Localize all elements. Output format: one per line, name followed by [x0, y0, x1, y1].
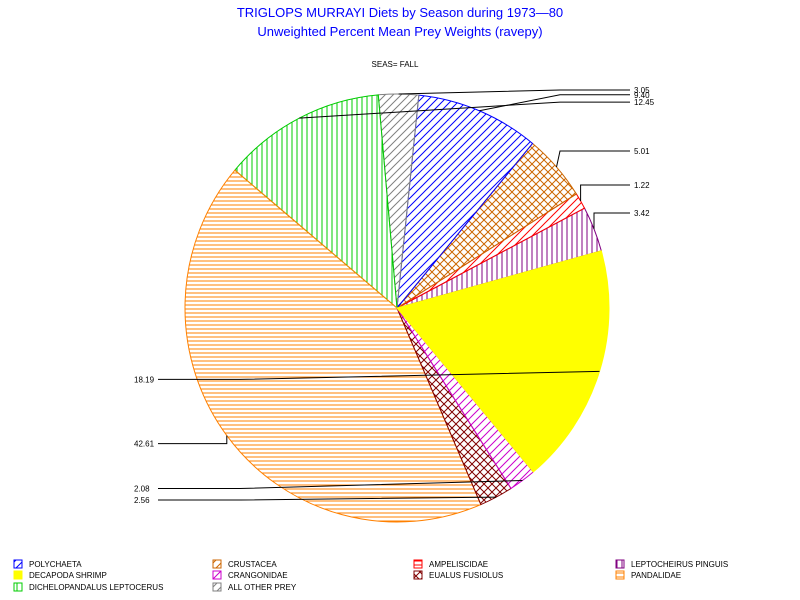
- leader-line-all-other-prey: [398, 89, 630, 95]
- data-label-crustacea: 5.01: [634, 147, 650, 156]
- leader-line-eualus-fusiolus: [158, 496, 497, 501]
- legend-swatch-all-other-prey: [212, 582, 222, 592]
- leader-line-leptocheirus-pinguis: [593, 212, 630, 229]
- legend-label-ampeliscidae: AMPELISCIDAE: [429, 560, 488, 569]
- data-label-polychaeta: 9.40: [634, 91, 650, 100]
- legend-label-crangonidae: CRANGONIDAE: [228, 571, 288, 580]
- leader-line-crustacea: [556, 150, 630, 168]
- data-label-eualus-fusiolus: 2.56: [134, 496, 150, 505]
- legend-swatch-eualus-fusiolus: [413, 570, 423, 580]
- leader-line-decapoda-shrimp: [158, 370, 600, 380]
- legend-label-eualus-fusiolus: EUALUS FUSIOLUS: [429, 571, 503, 580]
- legend-label-dichelopandalus-leptocerus: DICHELOPANDALUS LEPTOCERUS: [29, 583, 163, 592]
- legend-swatch-decapoda-shrimp: [13, 570, 23, 580]
- legend-swatch-polychaeta: [13, 559, 23, 569]
- legend-label-all-other-prey: ALL OTHER PREY: [228, 583, 297, 592]
- pie-slice-dichelopandalus-leptocerus: [234, 94, 398, 310]
- legend-label-leptocheirus-pinguis: LEPTOCHEIRUS PINGUIS: [631, 560, 728, 569]
- data-label-ampeliscidae: 1.22: [634, 181, 650, 190]
- legend-swatch-ampeliscidae: [413, 559, 423, 569]
- leader-line-dichelopandalus-leptocerus: [299, 101, 630, 119]
- leader-line-pandalidae: [158, 435, 228, 445]
- data-label-pandalidae: 42.61: [134, 440, 155, 449]
- data-label-leptocheirus-pinguis: 3.42: [634, 209, 650, 218]
- chart-subtitle: Unweighted Percent Mean Prey Weights (ra…: [257, 24, 542, 39]
- legend-swatch-crustacea: [212, 559, 222, 569]
- pie-slice-pandalidae: [184, 169, 482, 523]
- chart-title: TRIGLOPS MURRAYI Diets by Season during …: [237, 5, 563, 20]
- legend-swatch-crangonidae: [212, 570, 222, 580]
- legend-label-crustacea: CRUSTACEA: [228, 560, 277, 569]
- legend-label-polychaeta: POLYCHAETA: [29, 560, 82, 569]
- legend-swatch-dichelopandalus-leptocerus: [13, 582, 23, 592]
- leader-line-ampeliscidae: [580, 184, 630, 201]
- panel-label: SEAS= FALL: [372, 60, 419, 69]
- leader-line-crangonidae: [158, 480, 523, 489]
- legend-swatch-leptocheirus-pinguis: [615, 559, 625, 569]
- slice-leader-lines: 3.42 1.22 5.01 9.403.05 12.45 42.61 2.56 2.08 18…: [134, 86, 655, 505]
- pie-slices: [184, 93, 610, 523]
- legend-label-pandalidae: PANDALIDAE: [631, 571, 681, 580]
- legend-label-decapoda-shrimp: DECAPODA SHRIMP: [29, 571, 107, 580]
- data-label-decapoda-shrimp: 18.19: [134, 375, 155, 384]
- pie-slice-polychaeta: [396, 94, 534, 310]
- data-label-dichelopandalus-leptocerus: 12.45: [634, 98, 655, 107]
- legend: POLYCHAETA CRUSTACEA AMPELISCIDAE LEPTOCHEI…: [13, 559, 728, 592]
- data-label-all-other-prey: 3.05: [634, 86, 650, 95]
- data-label-crangonidae: 2.08: [134, 485, 150, 494]
- legend-swatch-pandalidae: [615, 570, 625, 580]
